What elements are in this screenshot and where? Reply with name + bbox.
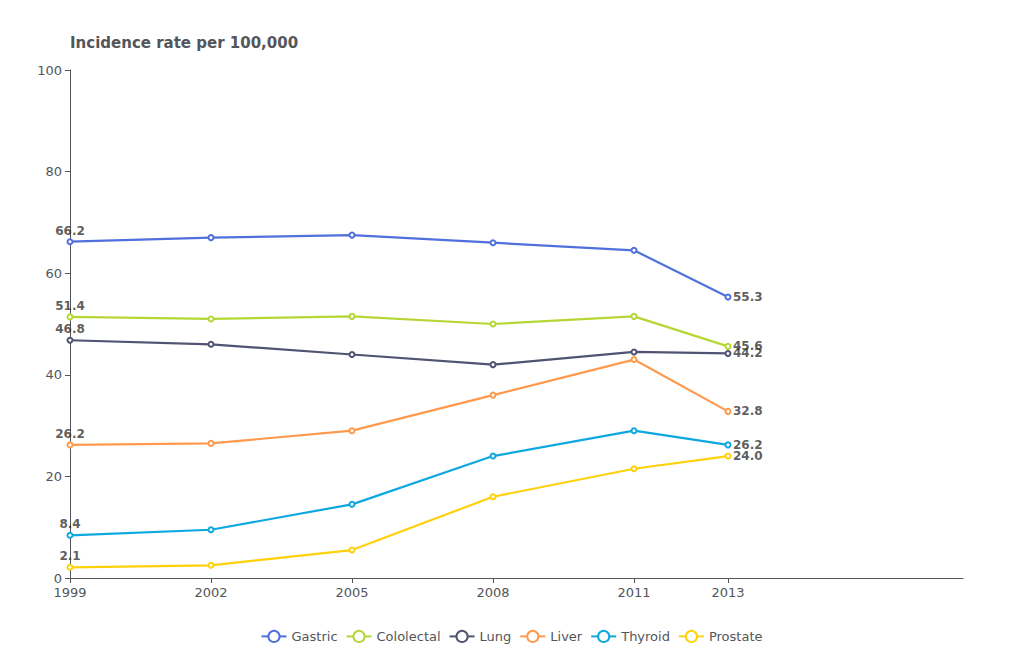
svg-text:60: 60 — [45, 266, 62, 281]
svg-text:2013: 2013 — [711, 585, 744, 600]
svg-text:26.2: 26.2 — [733, 437, 763, 452]
svg-text:Liver: Liver — [550, 629, 583, 644]
svg-text:55.3: 55.3 — [733, 290, 763, 304]
svg-text:26.2: 26.2 — [55, 427, 85, 441]
svg-text:51.4: 51.4 — [55, 299, 85, 313]
svg-text:2005: 2005 — [335, 585, 368, 600]
svg-text:80: 80 — [45, 164, 62, 179]
svg-text:1999: 1999 — [53, 585, 86, 600]
svg-text:100: 100 — [37, 63, 62, 78]
svg-text:Cololectal: Cololectal — [377, 629, 441, 644]
svg-text:20: 20 — [45, 469, 62, 484]
svg-text:2008: 2008 — [476, 585, 509, 600]
svg-text:2.1: 2.1 — [59, 549, 80, 563]
svg-text:0: 0 — [54, 571, 62, 586]
svg-text:24.0: 24.0 — [733, 449, 763, 463]
svg-text:Lung: Lung — [480, 629, 512, 644]
svg-text:Gastric: Gastric — [292, 629, 338, 644]
svg-text:46.8: 46.8 — [55, 322, 85, 336]
svg-text:44.2: 44.2 — [733, 346, 763, 360]
svg-text:40: 40 — [45, 367, 62, 382]
svg-text:Thyroid: Thyroid — [620, 629, 670, 644]
svg-text:2002: 2002 — [194, 585, 227, 600]
svg-text:Incidence rate per 100,000: Incidence rate per 100,000 — [70, 34, 298, 52]
svg-text:8.4: 8.4 — [59, 517, 80, 531]
svg-text:66.2: 66.2 — [55, 224, 85, 238]
svg-text:Prostate: Prostate — [709, 629, 763, 644]
svg-text:32.8: 32.8 — [733, 404, 763, 418]
svg-text:2011: 2011 — [617, 585, 650, 600]
